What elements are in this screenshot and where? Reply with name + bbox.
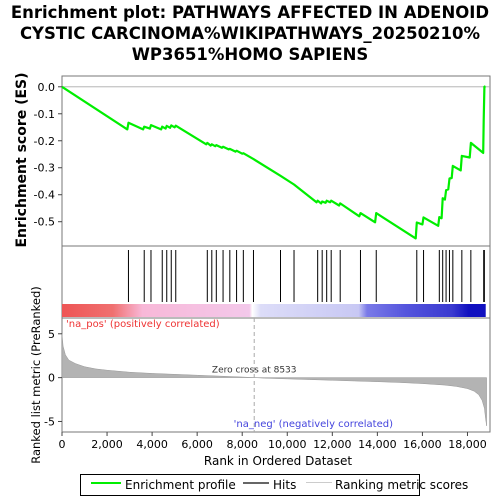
es-frame	[61, 75, 491, 247]
xtick-label-9: 18,000	[448, 438, 487, 451]
chart-title-line-3: WP3651%HOMO SAPIENS	[131, 45, 369, 64]
es-ytick-label-4: -0.4	[34, 189, 55, 202]
legend-enrichment-profile-swatch	[91, 482, 121, 484]
ranked-metric-axis-label: Ranked list metric (PreRanked)	[29, 286, 43, 464]
legend: Enrichment profile Hits Ranking metric s…	[80, 474, 468, 496]
enrichment-profile-line	[61, 85, 486, 240]
legend-enrichment-profile-label: Enrichment profile	[125, 478, 236, 492]
xtick-label-8: 16,000	[403, 438, 442, 451]
xtick-label-6: 12,000	[313, 438, 352, 451]
hits-panel	[61, 245, 491, 319]
negative-correlation-label: 'na_neg' (negatively correlated)	[234, 419, 393, 430]
xtick-label-4: 8,000	[226, 438, 258, 451]
xtick-label-7: 14,000	[358, 438, 397, 451]
rank-ytick-label-0: 5	[48, 328, 55, 341]
es-ytick-label-5: -0.5	[34, 216, 55, 229]
es-ytick-label-3: -0.3	[34, 162, 55, 175]
rank-axis-label: Rank in Ordered Dataset	[204, 454, 352, 468]
ranked-metric-area	[61, 333, 487, 426]
positive-correlation-label: 'na_pos' (positively correlated)	[66, 319, 220, 330]
ranking-color-bar	[62, 304, 486, 317]
xtick-label-2: 4,000	[136, 438, 168, 451]
legend-ranking-metric-label: Ranking metric scores	[335, 478, 469, 492]
ranked-metric-panel: Zero cross at 8533 'na_pos' (positively c…	[44, 317, 491, 451]
rank-ytick-label-2: -5	[44, 415, 55, 428]
es-ytick-label-0: 0.0	[38, 81, 56, 94]
es-axis-label: Enrichment score (ES)	[14, 72, 30, 247]
xtick-label-0: 0	[59, 438, 66, 451]
es-ytick-label-2: -0.2	[34, 135, 55, 148]
es-panel: 0.0 -0.1 -0.2 -0.3 -0.4 -0.5	[34, 75, 491, 247]
rank-ytick-label-1: 0	[48, 372, 55, 385]
legend-hits-label: Hits	[273, 478, 297, 492]
xtick-label-1: 2,000	[91, 438, 123, 451]
zero-cross-label: Zero cross at 8533	[212, 366, 297, 376]
chart-title: Enrichment plot: PATHWAYS AFFECTED IN AD…	[0, 2, 500, 65]
xtick-label-3: 6,000	[181, 438, 213, 451]
xtick-label-5: 10,000	[268, 438, 307, 451]
legend-hits-swatch	[243, 482, 269, 484]
legend-ranking-metric-swatch	[306, 482, 332, 483]
es-ytick-label-1: -0.1	[34, 108, 55, 121]
chart-title-line-2: CYSTIC CARCINOMA%WIKIPATHWAYS_20250210%	[19, 24, 481, 43]
chart-title-line-1: Enrichment plot: PATHWAYS AFFECTED IN AD…	[10, 3, 490, 22]
